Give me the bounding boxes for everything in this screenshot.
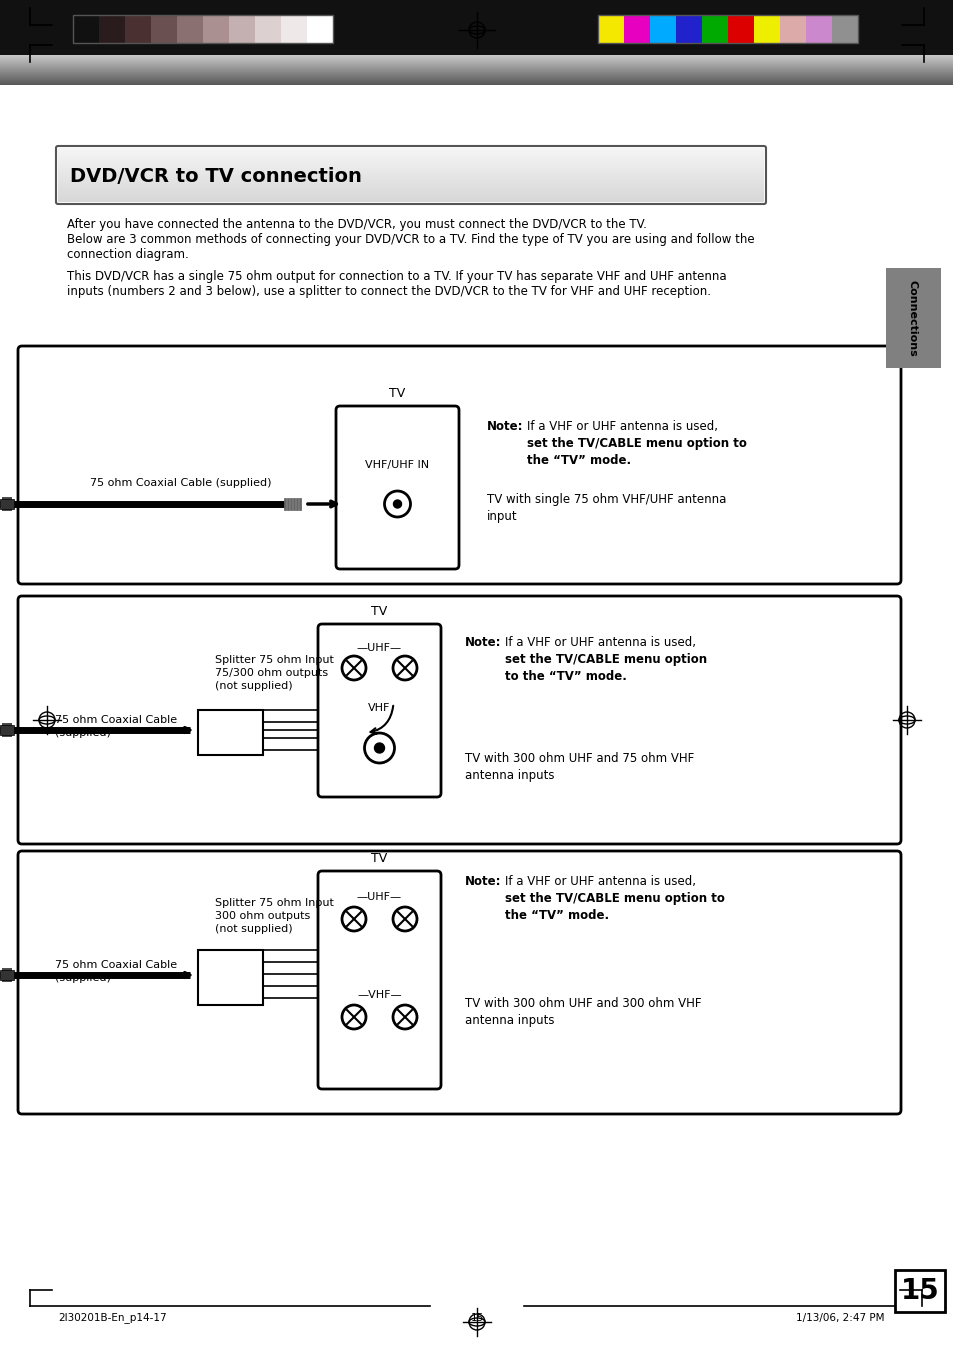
Text: (supplied): (supplied) bbox=[55, 973, 111, 984]
Text: set the TV/CABLE menu option to: set the TV/CABLE menu option to bbox=[526, 436, 746, 450]
Text: 1/13/06, 2:47 PM: 1/13/06, 2:47 PM bbox=[796, 1313, 884, 1323]
FancyBboxPatch shape bbox=[317, 624, 440, 797]
Bar bbox=[885, 267, 940, 367]
Circle shape bbox=[393, 500, 401, 508]
Bar bbox=[727, 15, 753, 43]
FancyBboxPatch shape bbox=[335, 407, 458, 569]
Text: TV with 300 ohm UHF and 300 ohm VHF: TV with 300 ohm UHF and 300 ohm VHF bbox=[464, 997, 700, 1011]
Text: (not supplied): (not supplied) bbox=[214, 924, 293, 934]
Bar bbox=[229, 15, 254, 43]
Text: the “TV” mode.: the “TV” mode. bbox=[526, 454, 631, 467]
Bar bbox=[701, 15, 727, 43]
Bar bbox=[99, 15, 125, 43]
Bar bbox=[307, 15, 333, 43]
FancyBboxPatch shape bbox=[317, 871, 440, 1089]
Text: 300 ohm outputs: 300 ohm outputs bbox=[214, 911, 310, 921]
Circle shape bbox=[341, 1005, 366, 1029]
Text: VHF: VHF bbox=[368, 703, 391, 713]
Text: set the TV/CABLE menu option to: set the TV/CABLE menu option to bbox=[504, 892, 724, 905]
Bar bbox=[203, 15, 229, 43]
Bar bbox=[598, 15, 623, 43]
FancyBboxPatch shape bbox=[18, 596, 900, 844]
Bar bbox=[254, 15, 281, 43]
Text: Note:: Note: bbox=[464, 875, 501, 888]
Text: (supplied): (supplied) bbox=[55, 728, 111, 738]
Text: If a VHF or UHF antenna is used,: If a VHF or UHF antenna is used, bbox=[504, 636, 696, 648]
Text: to the “TV” mode.: to the “TV” mode. bbox=[504, 670, 626, 684]
Bar bbox=[177, 15, 203, 43]
Text: Note:: Note: bbox=[486, 420, 523, 434]
Circle shape bbox=[393, 657, 416, 680]
Bar bbox=[281, 15, 307, 43]
Text: VHF/UHF IN: VHF/UHF IN bbox=[365, 459, 429, 470]
Text: antenna inputs: antenna inputs bbox=[464, 1015, 554, 1027]
Circle shape bbox=[384, 490, 410, 517]
Text: TV with single 75 ohm VHF/UHF antenna: TV with single 75 ohm VHF/UHF antenna bbox=[486, 493, 725, 507]
Text: Below are 3 common methods of connecting your DVD/VCR to a TV. Find the type of : Below are 3 common methods of connecting… bbox=[67, 232, 754, 246]
Text: TV: TV bbox=[389, 386, 405, 400]
Text: the “TV” mode.: the “TV” mode. bbox=[504, 909, 608, 921]
Text: TV: TV bbox=[371, 605, 387, 617]
Bar bbox=[151, 15, 177, 43]
Text: 15: 15 bbox=[470, 1313, 483, 1323]
Text: inputs (numbers 2 and 3 below), use a splitter to connect the DVD/VCR to the TV : inputs (numbers 2 and 3 below), use a sp… bbox=[67, 285, 710, 299]
Text: —UHF—: —UHF— bbox=[356, 892, 401, 902]
Text: 2I30201B-En_p14-17: 2I30201B-En_p14-17 bbox=[58, 1313, 167, 1324]
Bar bbox=[676, 15, 701, 43]
Bar bbox=[805, 15, 831, 43]
Text: Splitter 75 ohm Input: Splitter 75 ohm Input bbox=[214, 898, 334, 908]
Text: 75 ohm Coaxial Cable (supplied): 75 ohm Coaxial Cable (supplied) bbox=[90, 478, 272, 488]
Bar bbox=[0, 499, 14, 509]
Text: Connections: Connections bbox=[907, 280, 917, 357]
Text: After you have connected the antenna to the DVD/VCR, you must connect the DVD/VC: After you have connected the antenna to … bbox=[67, 218, 646, 231]
Text: set the TV/CABLE menu option: set the TV/CABLE menu option bbox=[504, 653, 706, 666]
Bar bbox=[649, 15, 676, 43]
FancyBboxPatch shape bbox=[18, 346, 900, 584]
Bar bbox=[0, 725, 14, 735]
Bar bbox=[753, 15, 780, 43]
Bar bbox=[73, 15, 99, 43]
Bar bbox=[623, 15, 649, 43]
FancyBboxPatch shape bbox=[18, 851, 900, 1115]
Circle shape bbox=[393, 907, 416, 931]
Text: connection diagram.: connection diagram. bbox=[67, 249, 189, 261]
Bar bbox=[894, 1270, 944, 1312]
Bar bbox=[198, 950, 263, 1005]
Text: antenna inputs: antenna inputs bbox=[464, 769, 554, 782]
Text: DVD/VCR to TV connection: DVD/VCR to TV connection bbox=[70, 166, 361, 185]
Circle shape bbox=[393, 1005, 416, 1029]
Circle shape bbox=[341, 657, 366, 680]
Text: 75/300 ohm outputs: 75/300 ohm outputs bbox=[214, 667, 328, 678]
Text: If a VHF or UHF antenna is used,: If a VHF or UHF antenna is used, bbox=[526, 420, 718, 434]
Bar bbox=[598, 15, 857, 43]
Text: This DVD/VCR has a single 75 ohm output for connection to a TV. If your TV has s: This DVD/VCR has a single 75 ohm output … bbox=[67, 270, 726, 282]
Text: (not supplied): (not supplied) bbox=[214, 681, 293, 690]
Text: 75 ohm Coaxial Cable: 75 ohm Coaxial Cable bbox=[55, 715, 177, 725]
Circle shape bbox=[364, 734, 395, 763]
Bar bbox=[125, 15, 151, 43]
Text: —UHF—: —UHF— bbox=[356, 643, 401, 653]
Text: TV with 300 ohm UHF and 75 ohm VHF: TV with 300 ohm UHF and 75 ohm VHF bbox=[464, 753, 694, 765]
Text: input: input bbox=[486, 509, 517, 523]
Bar bbox=[780, 15, 805, 43]
Bar bbox=[831, 15, 857, 43]
Circle shape bbox=[375, 743, 384, 753]
Bar bbox=[73, 15, 333, 43]
Text: If a VHF or UHF antenna is used,: If a VHF or UHF antenna is used, bbox=[504, 875, 696, 888]
Text: TV: TV bbox=[371, 852, 387, 865]
Text: 75 ohm Coaxial Cable: 75 ohm Coaxial Cable bbox=[55, 961, 177, 970]
Bar bbox=[0, 970, 14, 979]
Text: Note:: Note: bbox=[464, 636, 501, 648]
Text: Splitter 75 ohm Input: Splitter 75 ohm Input bbox=[214, 655, 334, 665]
Circle shape bbox=[341, 907, 366, 931]
Text: —VHF—: —VHF— bbox=[356, 990, 401, 1000]
Bar bbox=[0, 0, 953, 55]
Text: 15: 15 bbox=[900, 1277, 939, 1305]
Bar bbox=[198, 711, 263, 755]
